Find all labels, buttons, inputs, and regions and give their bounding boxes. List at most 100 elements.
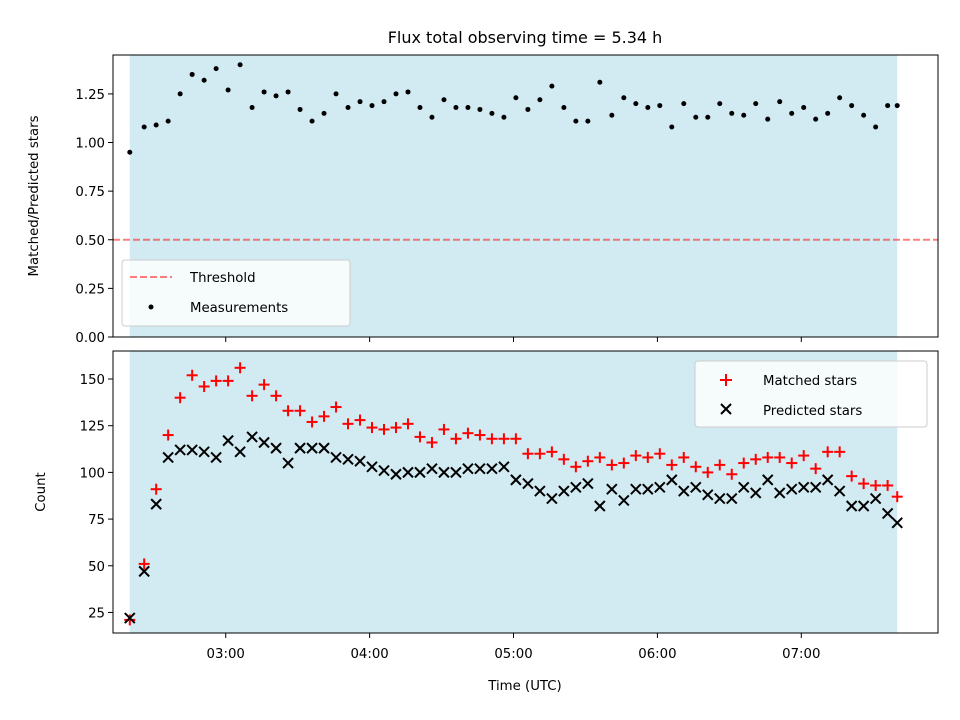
predicted-marker-b [821,474,834,486]
predicted-marker-b [258,436,270,449]
predicted-marker-b [606,483,618,495]
measurement-point [189,71,195,77]
predicted-star-marker [714,492,726,505]
bottom-y-axis-label: Count [34,472,49,512]
measurement-point [273,93,279,99]
matched-star-marker [738,457,750,469]
measurement-point [813,116,819,122]
matched-star-marker [124,614,136,626]
matched-star-marker [426,437,438,449]
predicted-marker-b [474,462,486,475]
predicted-marker-b [402,466,414,479]
measurement-point [849,103,855,109]
bottom-y-tick-label: 25 [88,606,105,621]
bottom-panel: 25 50 75 100 125 150 03:00 04:00 05:00 06:00 07:00… [34,350,939,694]
predicted-marker-b [845,500,858,512]
measurement-point [717,101,723,107]
matched-star-marker [378,423,390,435]
matched-star-marker [870,479,882,491]
predicted-marker-b [486,462,498,475]
measurement-point [405,89,411,95]
predicted-marker-b [594,500,606,512]
matched-star-marker [198,380,210,392]
predicted-star-marker [174,444,186,456]
predicted-marker-b [426,462,438,475]
predicted-star-marker [534,485,546,497]
matched-star-marker [330,401,342,413]
measurement-point [345,105,351,111]
predicted-marker-b [414,466,426,479]
measurement-point [561,105,567,111]
predicted-marker-b [450,466,462,479]
matched-star-marker [630,450,642,462]
matched-star-marker [354,414,366,426]
matched-star-marker [246,390,258,402]
bottom-x-tick-label: 03:00 [207,647,245,662]
predicted-marker-b [210,451,222,464]
predicted-marker-b [678,485,690,497]
predicted-marker-b [366,461,378,473]
matched-star-marker [882,479,894,491]
matched-star-marker [318,410,330,422]
predicted-star-marker [402,466,414,479]
predicted-marker-b [270,442,282,454]
predicted-marker-b [666,474,678,486]
measurement-point [573,118,579,124]
bottom-x-tick-label: 04:00 [350,647,388,662]
matched-star-marker [282,405,294,417]
predicted-marker-b [390,468,402,480]
predicted-marker-b [774,487,786,499]
matched-star-marker [438,423,450,435]
predicted-star-marker [558,485,570,497]
matched-star-marker [891,491,903,503]
measurement-point [693,114,699,120]
matched-star-marker [366,422,378,434]
predicted-star-marker [809,481,822,494]
measurement-point [357,99,363,105]
predicted-star-marker [785,483,798,495]
legend-matched-swatch [720,374,732,386]
matched-star-marker [834,446,846,458]
predicted-marker-b [857,500,870,512]
bottom-axes-frame [112,350,939,634]
measurement-point [309,118,315,124]
predicted-marker-b [234,446,246,458]
predicted-marker-b [570,481,582,494]
measurement-point [741,112,747,118]
measurement-point [153,122,159,128]
bottom-x-tick-label: 06:00 [638,647,676,662]
measurement-point [333,91,339,97]
matched-star-marker [666,459,678,471]
predicted-star-marker [594,500,606,512]
predicted-marker-b [891,517,903,529]
predicted-star-marker [318,442,330,454]
chart-title: Flux total observing time = 5.34 h [388,28,663,47]
measurement-point [633,101,639,107]
measurement-point [609,112,615,118]
top-y-axis-label: Matched/Predicted stars [27,115,42,276]
predicted-star-marker [246,431,258,443]
predicted-marker-b [174,444,186,456]
predicted-star-marker [222,434,234,447]
predicted-marker-b [138,565,150,578]
measurement-point [369,103,375,109]
matched-star-marker [582,455,594,467]
measurement-point [465,105,471,111]
predicted-star-marker [486,462,498,475]
matched-star-marker [522,448,534,460]
predicted-marker-b [582,477,594,490]
measurement-point [477,106,483,112]
bottom-y-tick-label: 150 [80,373,105,388]
measurement-point [537,97,543,103]
predicted-marker-b [654,481,666,494]
measurement-point [597,79,603,85]
matched-star-marker [234,362,246,374]
matched-star-marker [138,558,150,570]
measurement-point [825,110,831,116]
predicted-star-marker [390,468,402,480]
bottom-legend: Matched stars Predicted stars [694,360,928,428]
measurement-point [525,106,531,112]
predicted-star-marker [354,455,366,467]
measurement-point [513,95,519,101]
matched-star-marker [798,450,810,462]
